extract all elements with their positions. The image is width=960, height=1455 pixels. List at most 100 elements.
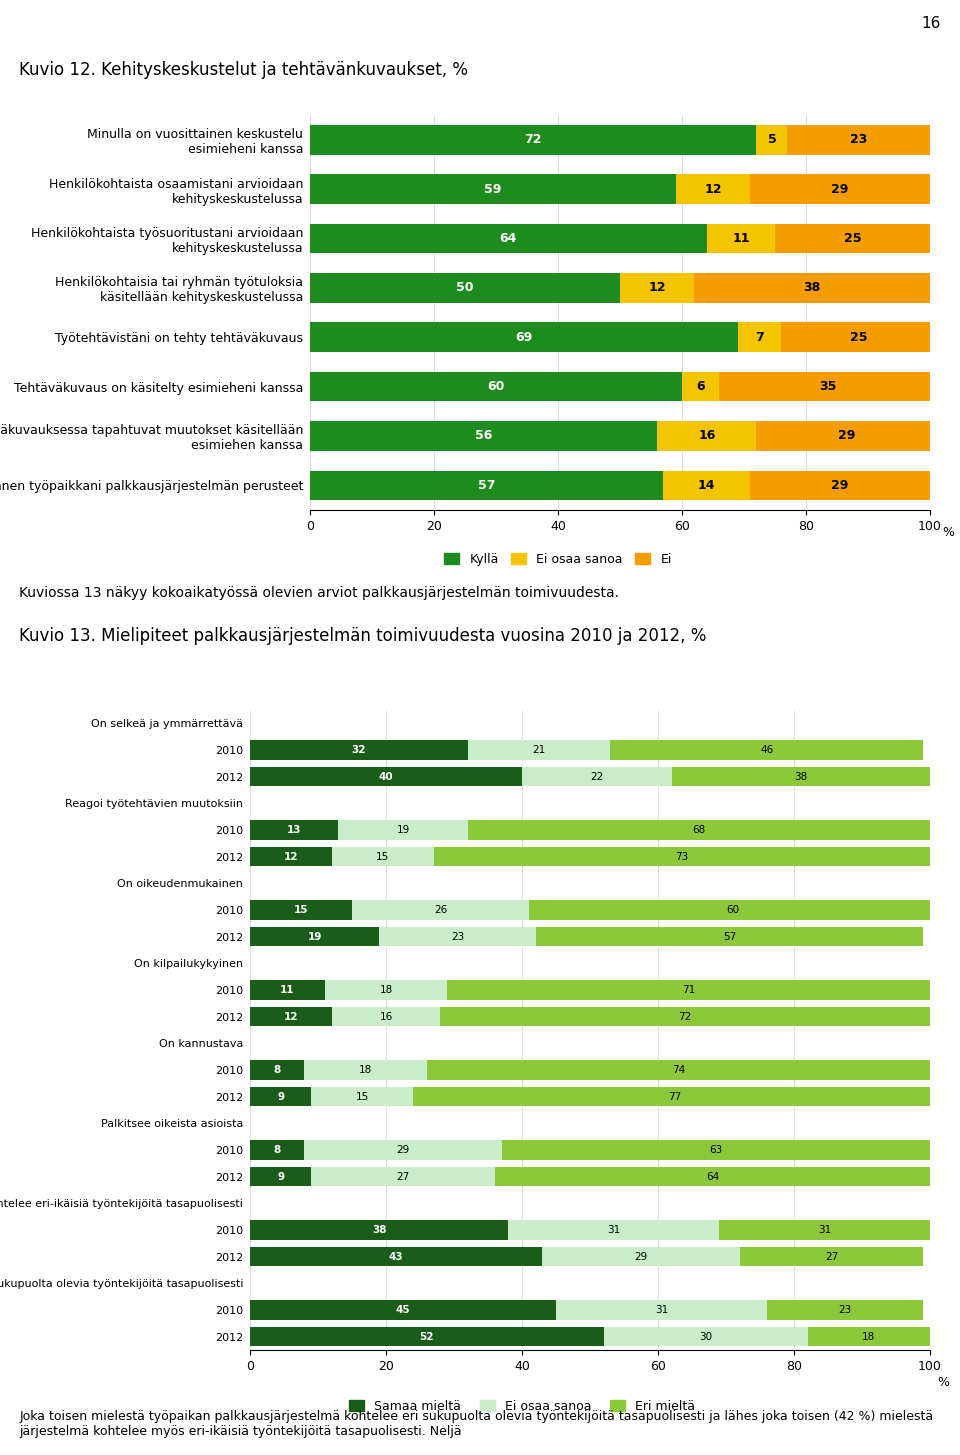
Bar [707, 224, 775, 253]
Text: 26: 26 [434, 905, 447, 915]
Text: 11: 11 [280, 985, 295, 995]
Text: 12: 12 [283, 851, 298, 861]
Bar [775, 224, 930, 253]
Text: 29: 29 [831, 479, 849, 492]
Bar [750, 175, 930, 204]
Bar [250, 981, 324, 1000]
Bar [427, 1061, 930, 1080]
Text: 11: 11 [732, 231, 750, 244]
Bar [756, 125, 787, 154]
Text: 9: 9 [277, 1171, 284, 1181]
Bar [620, 274, 694, 303]
Text: 38: 38 [794, 771, 807, 781]
Bar [807, 1327, 930, 1346]
Text: 60: 60 [726, 905, 739, 915]
Text: 57: 57 [723, 931, 736, 941]
Bar [611, 741, 924, 760]
Text: 16: 16 [379, 1011, 393, 1021]
X-axis label: %: % [938, 1375, 949, 1388]
Text: 27: 27 [396, 1171, 410, 1181]
Bar [250, 901, 352, 920]
Bar [781, 323, 936, 352]
Bar [310, 470, 663, 501]
Text: 22: 22 [590, 771, 604, 781]
Text: 16: 16 [922, 16, 941, 31]
Text: 29: 29 [396, 1145, 410, 1155]
Bar [522, 767, 672, 786]
Bar [250, 1061, 304, 1080]
Bar [379, 927, 536, 946]
Legend: Kyllä, Ei osaa sanoa, Ei: Kyllä, Ei osaa sanoa, Ei [440, 549, 677, 570]
Bar [250, 1327, 604, 1346]
Bar [767, 1301, 924, 1320]
Text: 29: 29 [838, 429, 855, 442]
Text: 12: 12 [648, 281, 666, 294]
Bar [250, 1247, 542, 1266]
Bar [250, 1301, 556, 1320]
Text: 8: 8 [274, 1145, 281, 1155]
Bar [509, 1221, 719, 1240]
Text: 40: 40 [378, 771, 394, 781]
Bar [719, 1221, 930, 1240]
Text: 64: 64 [706, 1171, 719, 1181]
Text: Joka toisen mielestä työpaikan palkkausjärjestelmä kohtelee eri sukupuolta olevi: Joka toisen mielestä työpaikan palkkausj… [19, 1410, 933, 1438]
X-axis label: %: % [943, 525, 954, 538]
Text: Kuviossa 13 näkyy kokoaikatyössä olevien arviot palkkausjärjestelmän toimivuudes: Kuviossa 13 näkyy kokoaikatyössä olevien… [19, 586, 619, 599]
Bar [250, 1007, 331, 1026]
Text: 38: 38 [372, 1225, 387, 1235]
Text: 74: 74 [672, 1065, 685, 1075]
Bar [310, 125, 756, 154]
Text: 46: 46 [760, 745, 774, 755]
Bar [250, 847, 331, 866]
Text: 73: 73 [675, 851, 688, 861]
Bar [434, 847, 930, 866]
Text: 18: 18 [379, 985, 393, 995]
Bar [311, 1087, 413, 1106]
Bar [250, 927, 379, 946]
Text: 15: 15 [355, 1091, 369, 1101]
Text: 31: 31 [607, 1225, 620, 1235]
Text: 52: 52 [420, 1331, 434, 1342]
Text: 71: 71 [682, 985, 695, 995]
Text: 15: 15 [294, 905, 308, 915]
Bar [682, 371, 719, 402]
Bar [250, 741, 468, 760]
Bar [536, 927, 924, 946]
Bar [310, 420, 658, 451]
Bar [556, 1301, 767, 1320]
Bar [413, 1087, 937, 1106]
Bar [468, 741, 611, 760]
Text: 15: 15 [376, 851, 389, 861]
Text: 19: 19 [396, 825, 410, 835]
Bar [304, 1141, 501, 1160]
Bar [250, 1167, 311, 1186]
Text: 25: 25 [844, 231, 861, 244]
Legend: Samaa mieltä, Ei osaa sanoa, Eri mieltä: Samaa mieltä, Ei osaa sanoa, Eri mieltä [344, 1395, 700, 1417]
Text: 30: 30 [699, 1331, 712, 1342]
Text: 77: 77 [668, 1091, 682, 1101]
Text: 31: 31 [818, 1225, 831, 1235]
Text: 31: 31 [655, 1305, 668, 1315]
Text: 32: 32 [351, 745, 366, 755]
Text: 38: 38 [804, 281, 821, 294]
Bar [310, 175, 676, 204]
Text: 13: 13 [287, 825, 301, 835]
Bar [331, 1007, 441, 1026]
Text: 35: 35 [819, 380, 836, 393]
Bar [310, 224, 707, 253]
Bar [250, 1087, 311, 1106]
Bar [658, 420, 756, 451]
Bar [324, 981, 447, 1000]
Bar [738, 323, 781, 352]
Bar [750, 470, 930, 501]
Text: 8: 8 [274, 1065, 281, 1075]
Bar [441, 1007, 930, 1026]
Bar [542, 1247, 739, 1266]
Bar [250, 1141, 304, 1160]
Text: 9: 9 [277, 1091, 284, 1101]
Text: 45: 45 [396, 1305, 410, 1315]
Text: 60: 60 [488, 380, 505, 393]
Bar [663, 470, 750, 501]
Bar [447, 981, 930, 1000]
Text: 69: 69 [516, 330, 533, 343]
